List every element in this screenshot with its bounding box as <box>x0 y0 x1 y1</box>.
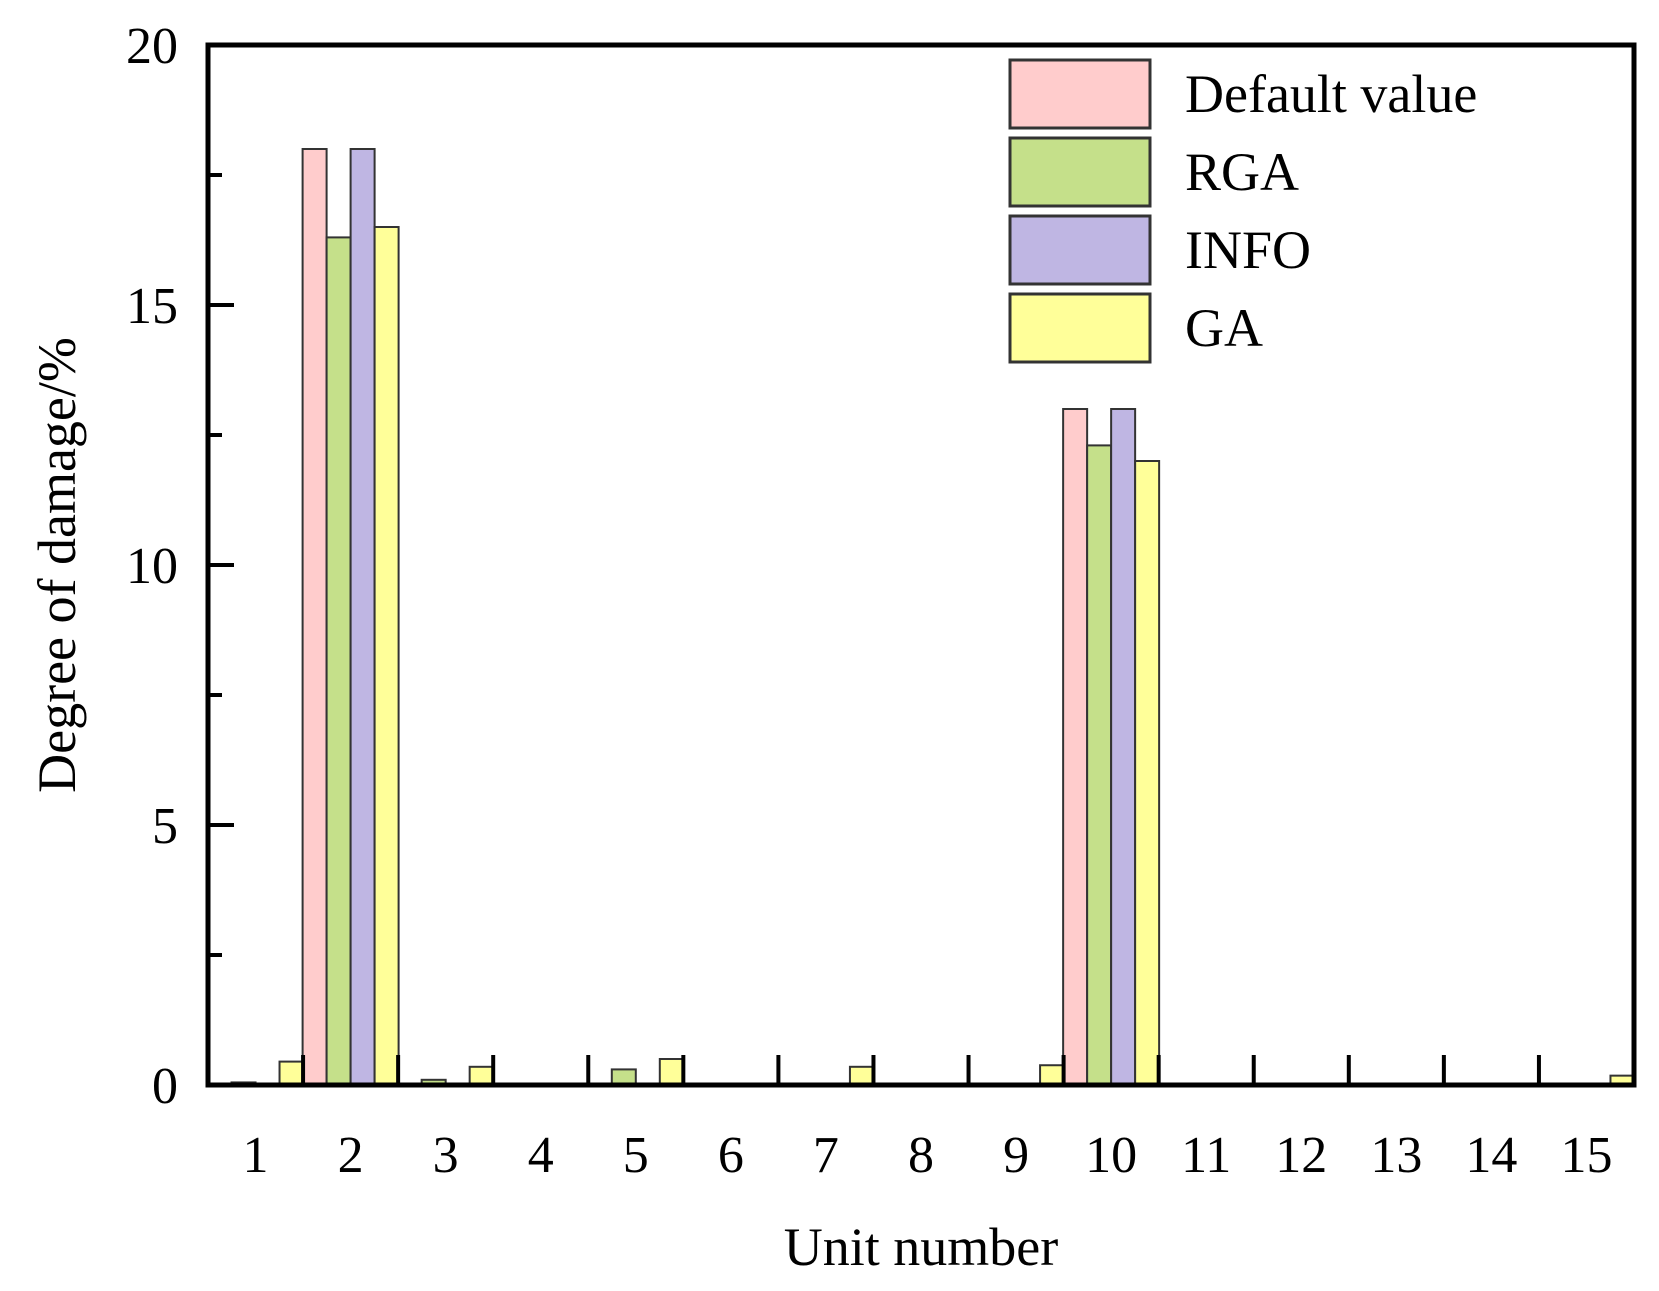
legend-swatch-info <box>1008 214 1152 286</box>
bar-rga-unit-10 <box>1086 444 1113 1086</box>
x-tick-label: 10 <box>1085 1127 1137 1184</box>
legend-swatch-ga <box>1008 292 1152 364</box>
x-tick-label: 4 <box>528 1127 554 1184</box>
legend-swatch-rga <box>1008 136 1152 208</box>
legend-label-info: INFO <box>1185 220 1311 280</box>
plot-frame <box>205 42 1637 1088</box>
legend-label-ga: GA <box>1185 298 1263 358</box>
x-axis-title: Unit number <box>784 1217 1058 1277</box>
bar-ga-unit-2 <box>373 226 400 1086</box>
bar-rga-unit-2 <box>325 236 352 1086</box>
x-tick-label: 9 <box>1003 1127 1029 1184</box>
x-tick-label: 12 <box>1275 1127 1327 1184</box>
legend-label-default-value: Default value <box>1185 64 1477 124</box>
bar-ga-unit-10 <box>1134 460 1161 1086</box>
bar-default-value-unit-2 <box>301 148 328 1086</box>
y-axis-title: Degree of damage/% <box>27 337 87 793</box>
x-tick-label: 11 <box>1181 1127 1231 1184</box>
x-tick-label: 14 <box>1465 1127 1517 1184</box>
x-tick-label: 6 <box>718 1127 744 1184</box>
bar-ga-unit-7 <box>848 1065 875 1087</box>
x-tick-label: 5 <box>623 1127 649 1184</box>
bar-ga-unit-9 <box>1039 1064 1066 1086</box>
legend-label-rga: RGA <box>1185 142 1299 202</box>
bar-info-unit-10 <box>1110 408 1137 1086</box>
x-tick-label: 8 <box>908 1127 934 1184</box>
x-tick-label: 13 <box>1370 1127 1422 1184</box>
x-tick-label: 3 <box>433 1127 459 1184</box>
x-tick-label: 7 <box>813 1127 839 1184</box>
legend-swatch-default-value <box>1008 58 1152 130</box>
bars-layer <box>230 148 1636 1087</box>
bar-ga-unit-1 <box>278 1060 305 1086</box>
x-tick-label: 15 <box>1560 1127 1612 1184</box>
y-tick-label: 15 <box>126 278 178 335</box>
y-tick-label: 10 <box>126 538 178 595</box>
y-tick-label: 0 <box>152 1058 178 1115</box>
ticks-layer <box>208 43 1541 1087</box>
x-tick-label: 1 <box>243 1127 269 1184</box>
y-tick-label: 20 <box>126 18 178 75</box>
bar-info-unit-2 <box>349 148 376 1086</box>
bar-ga-unit-3 <box>468 1065 495 1087</box>
x-tick-label: 2 <box>338 1127 364 1184</box>
bar-ga-unit-5 <box>658 1058 685 1086</box>
legend: Default value RGA INFO GA <box>1008 58 1477 364</box>
bar-default-value-unit-10 <box>1062 408 1089 1086</box>
y-tick-label: 5 <box>152 798 178 855</box>
